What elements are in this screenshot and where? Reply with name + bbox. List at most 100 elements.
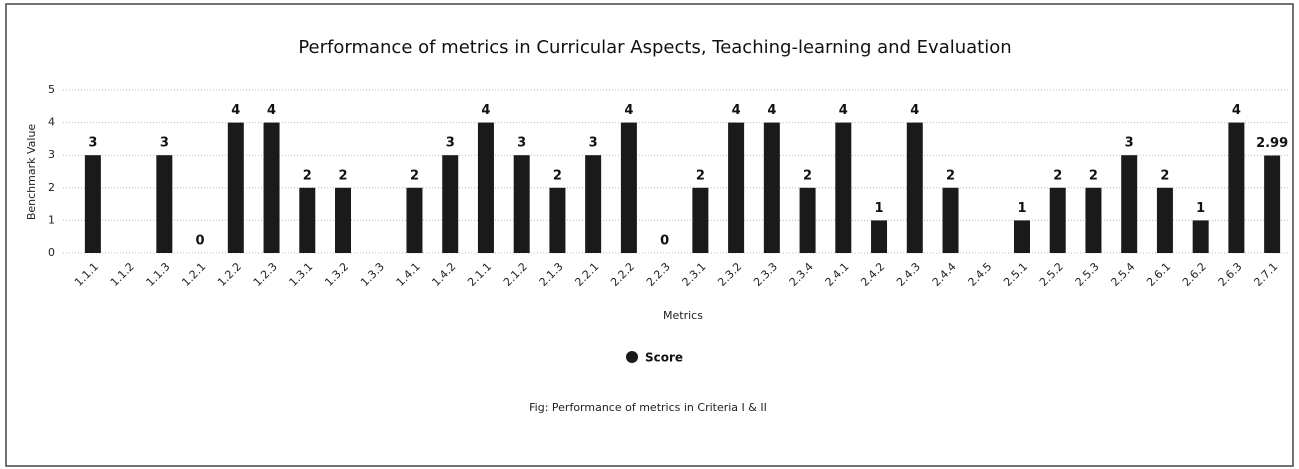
x-tick-label: 2.3.4 [787,260,816,289]
data-label: 1 [875,201,884,216]
data-label: 2 [803,168,812,183]
data-label: 2 [696,168,705,183]
data-label: 3 [160,136,169,151]
x-tick-label: 2.5.4 [1108,260,1137,289]
frame [5,3,1294,467]
data-label: 2 [1089,168,1098,183]
x-tick-label: 2.1.2 [501,260,530,289]
caption: Fig: Performance of metrics in Criteria … [529,401,767,414]
data-label: 3 [589,136,598,151]
bar [513,155,530,253]
x-tick-label: 2.2.3 [644,260,673,289]
y-tick-label: 1 [48,213,55,226]
bar [728,122,745,253]
x-tick-label: 2.4.1 [823,260,852,289]
x-tick-label: 1.3.2 [322,260,351,289]
bar [477,122,494,253]
data-label: 4 [231,103,240,118]
x-tick-label: 2.5.3 [1073,260,1102,289]
data-label: 4 [910,103,919,118]
x-tick-label: 1.1.1 [72,260,101,289]
bar [871,220,888,253]
data-label: 3 [446,136,455,151]
data-label: 4 [839,103,848,118]
data-label: 4 [767,103,776,118]
data-label: 2 [303,168,312,183]
x-tick-label: 2.6.2 [1180,260,1209,289]
x-tick-label: 1.1.2 [108,260,137,289]
x-axis-label: Metrics [663,309,703,322]
data-label: 2 [338,168,347,183]
bar [763,122,780,253]
bar [692,187,709,253]
bar [335,187,352,253]
x-tick-label: 2.4.3 [894,260,923,289]
bar [1156,187,1173,253]
bar [835,122,852,253]
x-tick-label: 1.3.3 [358,260,387,289]
x-tick-label: 2.4.4 [930,260,959,289]
bar [799,187,816,253]
data-label: 2 [946,168,955,183]
x-tick-label: 2.6.1 [1144,260,1173,289]
data-label: 4 [1232,103,1241,118]
x-tick-label: 2.4.5 [966,260,995,289]
x-tick-label: 2.1.1 [465,260,494,289]
x-tick-label: 2.6.3 [1216,260,1245,289]
y-tick-label: 4 [48,116,55,129]
y-tick-label: 0 [48,246,55,259]
data-label: 4 [481,103,490,118]
x-tick-label: 2.4.2 [858,260,887,289]
data-label: 2 [1053,168,1062,183]
data-label: 2 [1160,168,1169,183]
data-label: 0 [660,234,669,249]
x-tick-label: 2.5.1 [1001,260,1030,289]
y-tick-label: 3 [48,148,55,161]
x-tick-label: 2.2.2 [608,260,637,289]
bar [549,187,566,253]
bar [585,155,602,253]
data-label: 4 [267,103,276,118]
data-label: 4 [624,103,633,118]
bar [1228,122,1245,253]
data-label: 1 [1017,201,1026,216]
bar [263,122,280,253]
bar [942,187,959,253]
bar [1049,187,1066,253]
x-tick-label: 1.4.2 [429,260,458,289]
x-tick-label: 1.2.2 [215,260,244,289]
x-tick-label: 2.5.2 [1037,260,1066,289]
x-tick-label: 2.2.1 [572,260,601,289]
bar [1013,220,1030,253]
bar [156,155,173,253]
bar [1085,187,1102,253]
x-tick-label: 2.7.1 [1251,260,1280,289]
x-tick-label: 1.2.1 [179,260,208,289]
x-tick-label: 2.3.2 [715,260,744,289]
x-tick-label: 1.2.3 [251,260,280,289]
bar [299,187,316,253]
bar [442,155,459,253]
bar [84,155,101,253]
x-tick-label: 2.1.3 [537,260,566,289]
chart-title: Performance of metrics in Curricular Asp… [298,37,1011,58]
bar [227,122,244,253]
data-label: 2 [553,168,562,183]
bar [406,187,423,253]
x-tick-label: 2.3.3 [751,260,780,289]
data-label: 3 [1125,136,1134,151]
y-tick-label: 5 [48,83,55,96]
bar [1121,155,1138,253]
data-label: 4 [732,103,741,118]
bar [1192,220,1209,253]
data-label: 3 [517,136,526,151]
x-tick-label: 2.3.1 [680,260,709,289]
data-label: 1 [1196,201,1205,216]
x-tick-label: 1.3.1 [287,260,316,289]
bar [1264,155,1281,253]
bar [906,122,923,253]
data-label: 2 [410,168,419,183]
x-tick-label: 1.1.3 [144,260,173,289]
data-label: 0 [196,234,205,249]
